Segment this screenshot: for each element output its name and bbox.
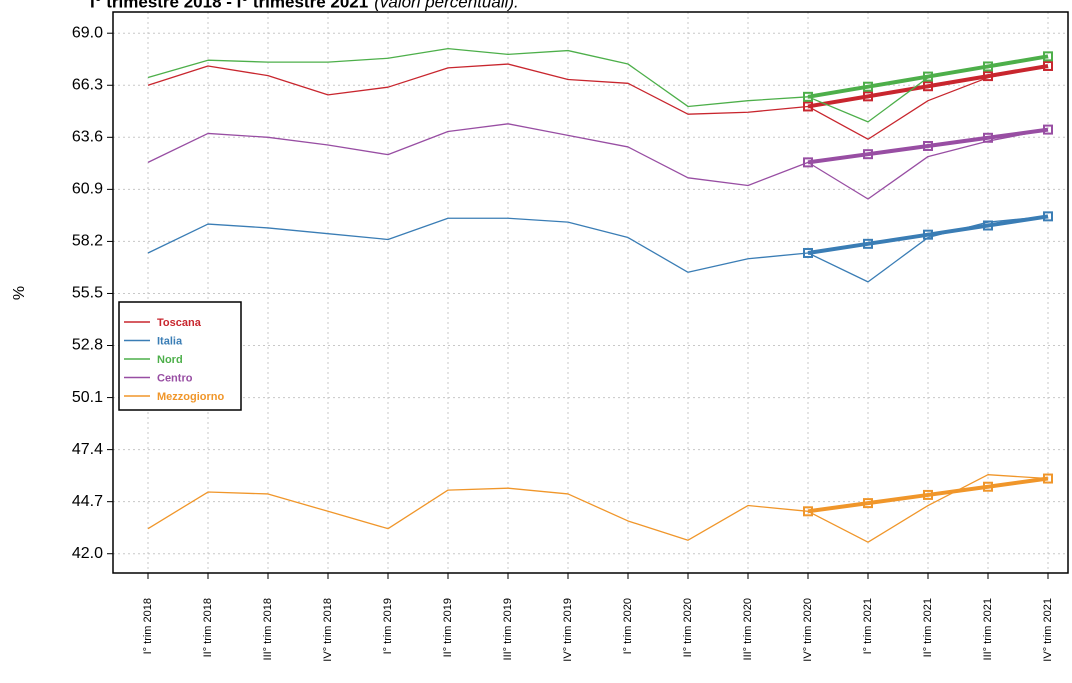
trend-marker	[983, 481, 993, 492]
x-tick-label: I° trim 2020	[622, 598, 634, 654]
series-line	[147, 47, 1049, 123]
trend-marker	[863, 81, 873, 92]
trend-marker	[1043, 51, 1053, 62]
legend-label: Italia	[157, 335, 183, 347]
trend-marker	[923, 81, 933, 92]
trend-line	[807, 127, 1049, 165]
x-tick-label: I° trim 2018	[142, 598, 154, 654]
trend-marker	[983, 71, 993, 82]
trend-marker	[1043, 211, 1053, 222]
trend-marker	[863, 498, 873, 509]
y-tick-label: 50.1	[72, 389, 103, 406]
x-tick-label: IV° trim 2021	[1042, 598, 1054, 662]
legend: Toscana Italia Nord Centro Mezzogiorno	[118, 301, 242, 411]
y-tick-label: 63.6	[72, 129, 103, 146]
trend-marker	[803, 101, 813, 112]
trend-line	[807, 214, 1049, 255]
trend-line	[807, 64, 1049, 109]
trend-marker	[863, 149, 873, 160]
plot-frame	[112, 11, 1069, 574]
legend-label: Nord	[157, 354, 183, 366]
series-line	[147, 123, 1049, 200]
trend-marker	[1043, 473, 1053, 484]
chart-subtitle: (valori percentuali).	[374, 0, 519, 11]
x-tick-label: III° trim 2021	[982, 598, 994, 660]
trend-marker	[863, 91, 873, 102]
trend-marker	[803, 91, 813, 102]
trend-marker	[803, 157, 813, 168]
trend-marker	[923, 489, 933, 500]
x-tick-label: II° trim 2020	[682, 598, 694, 657]
x-tick-label: I° trim 2019	[382, 598, 394, 654]
x-tick-label: IV° trim 2018	[322, 598, 334, 662]
y-tick-label: 42.0	[72, 545, 103, 562]
trend-line	[807, 476, 1049, 514]
x-tick-label: I° trim 2021	[862, 598, 874, 654]
trend-marker	[803, 247, 813, 258]
x-tick-label: IV° trim 2019	[562, 598, 574, 662]
series-line	[147, 63, 1049, 140]
trend-marker	[1043, 60, 1053, 71]
y-axis-label: %	[11, 286, 28, 300]
legend-label: Mezzogiorno	[157, 391, 224, 403]
y-tick-label: 60.9	[72, 181, 103, 198]
trend-marker	[983, 61, 993, 72]
y-tick-label: 58.2	[72, 233, 103, 250]
series-line	[147, 474, 1049, 543]
series-line	[147, 215, 1049, 283]
x-tick-label: III° trim 2019	[502, 598, 514, 660]
legend-label: Toscana	[157, 317, 202, 329]
x-tick-label: III° trim 2020	[742, 598, 754, 660]
y-tick-label: 47.4	[72, 441, 103, 458]
trend-line	[807, 54, 1049, 99]
trend-marker	[983, 220, 993, 231]
trend-marker	[803, 506, 813, 517]
x-tick-label: IV° trim 2020	[802, 598, 814, 662]
x-tick-label: II° trim 2021	[922, 598, 934, 657]
y-tick-label: 55.5	[72, 285, 103, 302]
y-tick-label: 52.8	[72, 337, 103, 354]
y-tick-label: 66.3	[72, 76, 103, 93]
y-tick-label: 69.0	[72, 24, 103, 41]
trend-marker	[1043, 124, 1053, 135]
legend-label: Centro	[157, 372, 193, 384]
trend-marker	[923, 71, 933, 82]
trend-marker	[923, 140, 933, 151]
chart-title: I° trimestre 2018 - I° trimestre 2021	[90, 0, 368, 11]
trend-marker	[983, 132, 993, 143]
trend-marker	[923, 229, 933, 240]
x-tick-label: II° trim 2018	[202, 598, 214, 657]
x-tick-label: III° trim 2018	[262, 598, 274, 660]
y-tick-label: 44.7	[72, 493, 103, 510]
legend-box	[118, 301, 242, 411]
x-tick-label: II° trim 2019	[442, 598, 454, 657]
trend-marker	[863, 238, 873, 249]
